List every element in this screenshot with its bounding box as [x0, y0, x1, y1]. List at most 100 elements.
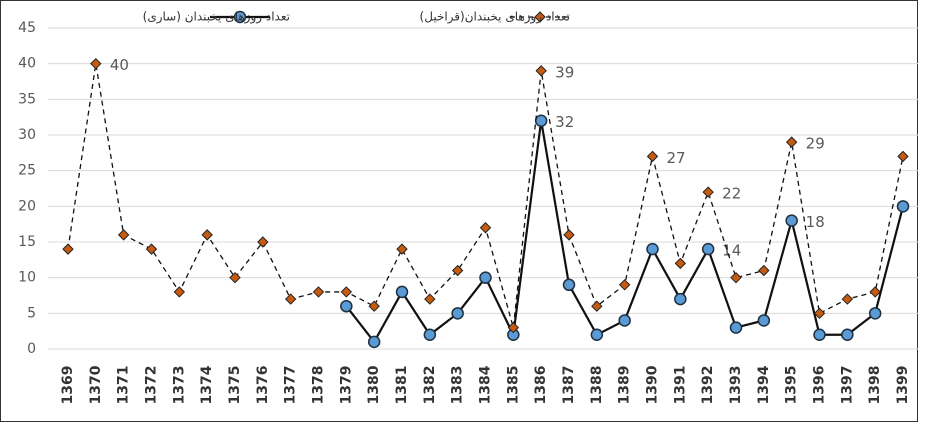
x-tick-label: 1377	[283, 366, 299, 405]
x-tick-label: 1372	[144, 366, 160, 405]
y-tick-label: 40	[18, 56, 36, 72]
point	[507, 321, 520, 334]
point	[535, 65, 547, 77]
point	[340, 299, 353, 313]
x-tick-label: 1383	[450, 366, 466, 405]
point	[90, 57, 102, 70]
point	[479, 222, 492, 234]
legend-label: تعداد روزهای یخبندان (ساری)	[143, 10, 290, 25]
x-tick-label: 1398	[867, 366, 883, 405]
point	[479, 271, 492, 284]
data-label: 32	[555, 113, 574, 131]
point	[591, 300, 603, 312]
y-tick-label: 20	[18, 198, 36, 214]
point	[396, 243, 408, 255]
y-tick-label: 45	[18, 20, 36, 36]
x-tick-label: 1375	[227, 366, 243, 405]
point	[451, 307, 464, 320]
x-tick-label: 1378	[311, 366, 327, 405]
point	[646, 242, 659, 256]
x-tick-label: 1393	[728, 366, 744, 405]
x-tick-label: 1374	[199, 365, 215, 404]
point	[229, 271, 241, 284]
y-tick-label: 30	[18, 127, 36, 143]
data-label: 27	[667, 149, 686, 167]
point	[563, 229, 575, 241]
y-tick-label: 25	[18, 163, 36, 179]
point	[534, 114, 548, 127]
legend-marker	[233, 10, 247, 24]
point	[424, 293, 436, 305]
x-tick-label: 1369	[60, 366, 76, 405]
point	[674, 292, 687, 306]
data-label: 20	[917, 199, 925, 217]
x-tick-label: 1388	[589, 366, 605, 405]
x-tick-label: 1386	[533, 366, 549, 405]
point	[284, 293, 297, 305]
data-label: 18	[806, 213, 825, 231]
point	[646, 150, 659, 163]
x-tick-label: 1390	[645, 365, 661, 404]
point	[257, 236, 269, 248]
point	[117, 229, 130, 241]
data-label: 22	[722, 185, 741, 203]
point	[340, 286, 353, 298]
x-tick-label: 1397	[839, 366, 855, 405]
point	[868, 307, 882, 320]
point	[367, 335, 381, 349]
point	[896, 200, 910, 213]
data-label: 40	[110, 56, 129, 74]
x-tick-label: 1396	[812, 366, 828, 405]
x-tick-label: 1387	[561, 366, 577, 405]
y-tick-label: 35	[18, 91, 36, 107]
legend-label: تعداد روزهای یخبندان(قراخیل)	[420, 10, 570, 25]
point	[785, 214, 798, 227]
data-label: 27	[917, 149, 925, 167]
point	[590, 328, 604, 341]
x-tick-label: 1399	[895, 366, 911, 405]
x-tick-label: 1381	[394, 366, 410, 405]
point	[813, 328, 826, 341]
data-label: 14	[722, 242, 741, 260]
point	[618, 279, 631, 291]
x-tick-label: 1370	[88, 365, 104, 404]
plot-area: 0 5 10 15 20 25 30 35 40 45 1369 1370 1371 1372 1373 13…	[18, 20, 925, 405]
point	[145, 243, 158, 255]
x-tick-label: 1379	[338, 366, 354, 405]
data-label: 39	[555, 63, 574, 81]
point	[368, 300, 380, 312]
point	[395, 285, 409, 299]
point	[312, 286, 325, 298]
point	[841, 293, 854, 305]
legend-marker	[534, 11, 546, 23]
x-tick-label: 1371	[116, 366, 132, 405]
x-tick-label: 1384	[478, 365, 494, 404]
point	[201, 229, 213, 241]
point	[423, 328, 437, 341]
point	[701, 242, 715, 256]
data-label: 29	[806, 135, 825, 153]
y-tick-label: 0	[27, 341, 36, 357]
x-tick-label: 1382	[422, 366, 438, 405]
point	[758, 264, 770, 277]
point	[897, 150, 909, 163]
legend: تعداد روزهای یخبندان (ساری) تعداد روزهای …	[143, 10, 570, 25]
y-tick-label: 15	[18, 234, 36, 250]
point	[730, 271, 742, 284]
x-tick-label: 1394	[756, 365, 772, 404]
x-tick-label: 1389	[617, 366, 633, 405]
x-tick-label: 1376	[255, 366, 271, 405]
point	[813, 307, 826, 320]
x-tick-label: 1380	[366, 365, 382, 404]
point	[702, 186, 714, 198]
point	[451, 264, 464, 277]
x-tick-label: 1391	[672, 366, 688, 405]
point	[757, 314, 771, 327]
x-tick-label: 1392	[700, 366, 716, 405]
point	[62, 243, 74, 255]
y-tick-label: 5	[27, 305, 36, 321]
point	[674, 257, 687, 270]
x-tick-label: 1395	[784, 366, 800, 405]
